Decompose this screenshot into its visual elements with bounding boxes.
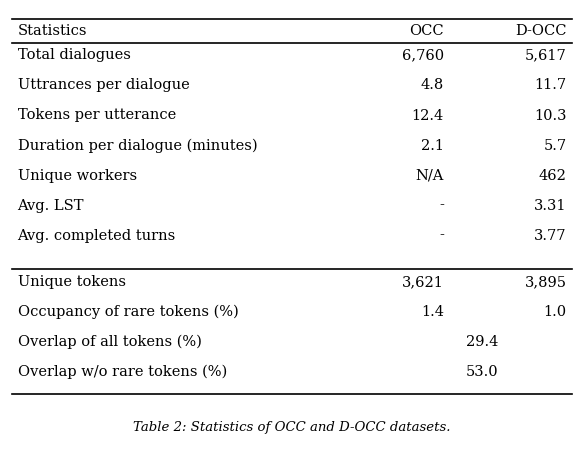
Text: Table 2: Statistics of OCC and D-OCC datasets.: Table 2: Statistics of OCC and D-OCC dat… [133, 421, 451, 434]
Text: Duration per dialogue (minutes): Duration per dialogue (minutes) [18, 138, 257, 153]
Text: 4.8: 4.8 [420, 79, 444, 92]
Text: 3.77: 3.77 [534, 229, 566, 243]
Text: Avg. LST: Avg. LST [18, 199, 84, 213]
Text: 3,895: 3,895 [524, 275, 566, 289]
Text: 462: 462 [538, 169, 566, 182]
Text: Unique workers: Unique workers [18, 169, 137, 182]
Text: 1.0: 1.0 [543, 305, 566, 319]
Text: -: - [439, 229, 444, 243]
Text: Unique tokens: Unique tokens [18, 275, 126, 289]
Text: Tokens per utterance: Tokens per utterance [18, 109, 176, 122]
Text: 10.3: 10.3 [534, 109, 566, 122]
Text: Occupancy of rare tokens (%): Occupancy of rare tokens (%) [18, 304, 238, 319]
Text: 11.7: 11.7 [534, 79, 566, 92]
Text: D-OCC: D-OCC [515, 24, 566, 38]
Text: Total dialogues: Total dialogues [18, 49, 130, 62]
Text: Statistics: Statistics [18, 24, 87, 38]
Text: 6,760: 6,760 [402, 49, 444, 62]
Text: N/A: N/A [415, 169, 444, 182]
Text: 53.0: 53.0 [465, 365, 498, 379]
Text: 5,617: 5,617 [525, 49, 566, 62]
Text: 3,621: 3,621 [402, 275, 444, 289]
Text: 12.4: 12.4 [412, 109, 444, 122]
Text: OCC: OCC [409, 24, 444, 38]
Text: 5.7: 5.7 [543, 139, 566, 152]
Text: 3.31: 3.31 [534, 199, 566, 213]
Text: 2.1: 2.1 [421, 139, 444, 152]
Text: Uttrances per dialogue: Uttrances per dialogue [18, 79, 189, 92]
Text: 1.4: 1.4 [421, 305, 444, 319]
Text: -: - [439, 199, 444, 213]
Text: Avg. completed turns: Avg. completed turns [18, 229, 176, 243]
Text: 29.4: 29.4 [465, 335, 498, 349]
Text: Overlap of all tokens (%): Overlap of all tokens (%) [18, 334, 201, 349]
Text: Overlap w/o rare tokens (%): Overlap w/o rare tokens (%) [18, 365, 227, 379]
